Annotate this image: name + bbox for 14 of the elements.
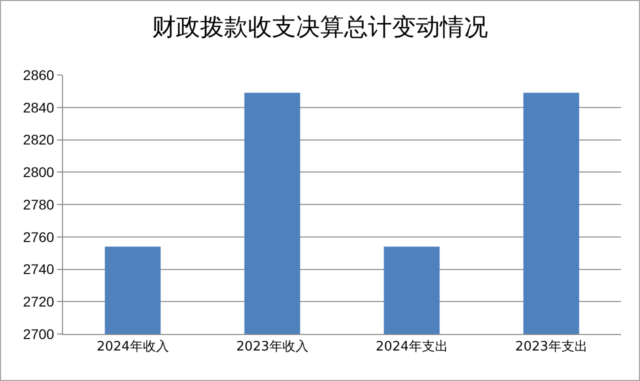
x-tick-label: 2024年收入 [96,340,169,355]
y-tick-label: 2720 [23,294,54,310]
y-tick-label: 2700 [23,326,54,342]
y-tick-label: 2820 [23,132,54,148]
y-tick-label: 2860 [23,66,54,83]
x-tick-label: 2023年支出 [515,340,588,355]
y-tick-label: 2740 [23,261,54,278]
y-tick-label: 2760 [23,228,54,245]
y-tick-label: 2800 [23,164,54,180]
x-tick-label: 2024年支出 [376,340,448,355]
chart-title: 财政拨款收支决算总计变动情况 [152,12,488,41]
y-tick-label: 2840 [23,99,54,116]
x-tick-label: 2023年收入 [236,340,308,355]
y-tick-label: 2780 [23,196,54,212]
